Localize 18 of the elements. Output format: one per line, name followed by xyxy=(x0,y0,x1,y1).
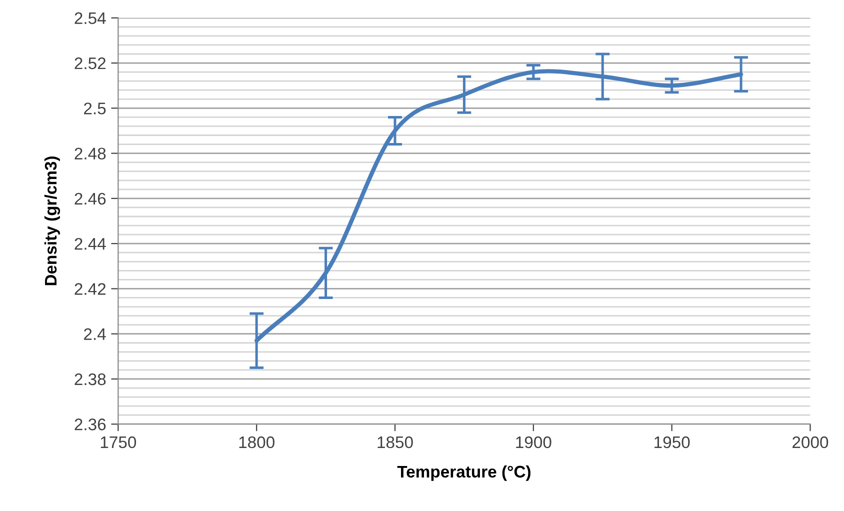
y-tick-label: 2.46 xyxy=(74,192,106,205)
x-tick-label: 1800 xyxy=(239,436,274,448)
y-tick-label: 2.54 xyxy=(74,12,106,24)
y-tick-label: 2.4 xyxy=(84,328,106,340)
y-tick-label: 2.52 xyxy=(74,57,106,70)
y-tick-label: 2.36 xyxy=(74,418,106,430)
x-tick-label: 1750 xyxy=(100,436,136,448)
y-tick-label: 2.38 xyxy=(74,373,106,386)
y-tick-label: 2.44 xyxy=(74,238,106,250)
x-tick-label: 1900 xyxy=(516,436,552,448)
x-axis-title: Temperature (°C) xyxy=(397,465,530,481)
y-tick-label: 2.42 xyxy=(74,283,106,295)
x-tick-label: 1950 xyxy=(654,436,690,448)
x-tick-label: 1850 xyxy=(378,436,413,448)
y-tick-label: 2.48 xyxy=(74,148,106,160)
x-tick-label: 2000 xyxy=(792,436,828,448)
y-tick-label: 2.5 xyxy=(84,102,106,114)
y-axis-title: Density (gr/cm3) xyxy=(44,156,60,286)
